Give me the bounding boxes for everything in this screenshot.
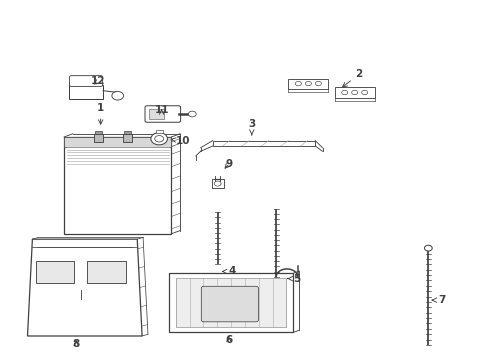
Circle shape bbox=[424, 245, 431, 251]
Bar bbox=[123, 134, 132, 142]
Text: 3: 3 bbox=[248, 120, 255, 135]
FancyBboxPatch shape bbox=[201, 286, 258, 322]
Text: 1: 1 bbox=[97, 103, 104, 124]
Bar bbox=[94, 134, 102, 142]
Bar bbox=[334, 87, 374, 98]
Circle shape bbox=[151, 133, 167, 145]
Bar bbox=[87, 261, 126, 283]
Text: 4: 4 bbox=[222, 266, 236, 276]
Bar bbox=[175, 278, 286, 327]
FancyBboxPatch shape bbox=[145, 106, 180, 122]
Circle shape bbox=[351, 90, 357, 95]
Polygon shape bbox=[212, 140, 315, 146]
Circle shape bbox=[188, 111, 196, 117]
Text: 7: 7 bbox=[431, 295, 445, 305]
Polygon shape bbox=[27, 239, 142, 336]
Bar bbox=[211, 179, 223, 188]
Bar bbox=[124, 131, 131, 134]
Circle shape bbox=[295, 81, 301, 86]
Circle shape bbox=[112, 91, 123, 100]
Circle shape bbox=[315, 81, 321, 86]
Bar bbox=[288, 78, 328, 89]
FancyBboxPatch shape bbox=[69, 76, 102, 86]
Text: 5: 5 bbox=[287, 274, 300, 284]
Bar bbox=[69, 85, 103, 99]
Bar bbox=[168, 273, 293, 332]
Text: 12: 12 bbox=[91, 76, 105, 86]
Circle shape bbox=[155, 135, 163, 142]
Bar bbox=[64, 137, 171, 234]
Text: 11: 11 bbox=[154, 105, 168, 115]
Text: 10: 10 bbox=[170, 136, 190, 146]
Circle shape bbox=[305, 81, 311, 86]
Bar bbox=[36, 261, 74, 283]
Text: 2: 2 bbox=[342, 69, 362, 87]
Circle shape bbox=[361, 90, 367, 95]
Circle shape bbox=[214, 181, 221, 186]
Bar bbox=[149, 109, 163, 119]
Circle shape bbox=[341, 90, 347, 95]
Text: 8: 8 bbox=[73, 339, 80, 349]
Text: 9: 9 bbox=[224, 159, 232, 169]
Bar bbox=[64, 137, 171, 147]
Text: 6: 6 bbox=[225, 334, 232, 345]
Bar bbox=[156, 130, 162, 133]
Bar bbox=[95, 131, 102, 134]
